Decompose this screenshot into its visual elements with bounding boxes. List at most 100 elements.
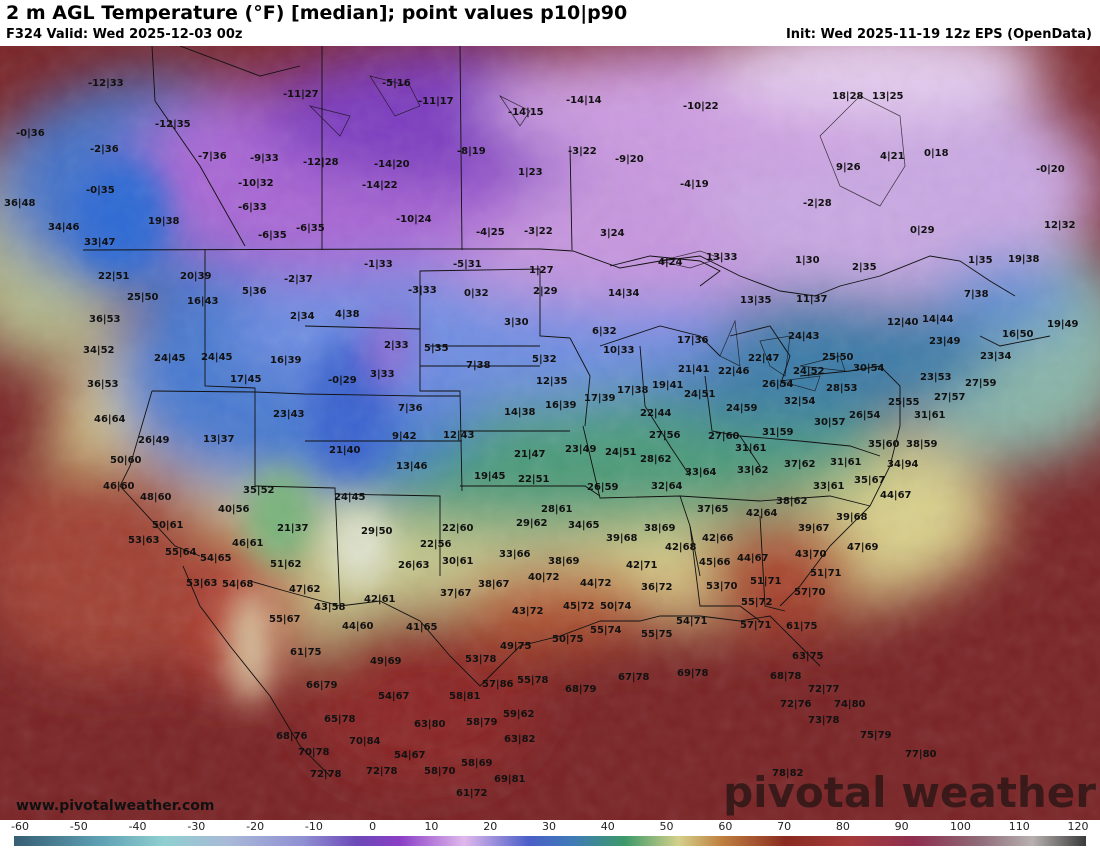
- point-value: 16|39: [545, 400, 577, 411]
- point-value: -3|22: [524, 226, 553, 237]
- point-value: 17|38: [617, 385, 649, 396]
- legend-tick-label: -60: [11, 820, 29, 833]
- point-value: 22|47: [748, 353, 780, 364]
- point-value: 44|67: [737, 553, 769, 564]
- point-value: -5|31: [453, 259, 482, 270]
- point-value: 23|53: [920, 372, 952, 383]
- point-value: 25|55: [888, 397, 920, 408]
- point-value: -10|22: [683, 101, 719, 112]
- point-value: 47|62: [289, 584, 321, 595]
- color-scale-legend: -60 -50 -40 -30 -20 -10 0 10 20 30 40 50 60 70 80 90 100…: [0, 820, 1100, 850]
- point-value: 55|72: [741, 597, 773, 608]
- point-value: 51|62: [270, 559, 302, 570]
- point-value: 78|82: [772, 768, 804, 779]
- point-value: 24|45: [201, 352, 233, 363]
- point-value: 68|79: [565, 684, 597, 695]
- point-value: -12|28: [303, 157, 339, 168]
- point-value: 38|69: [548, 556, 580, 567]
- point-value: 50|61: [152, 520, 184, 531]
- point-value: 27|56: [649, 430, 681, 441]
- point-value: 42|68: [665, 542, 697, 553]
- point-value: 2|34: [290, 311, 315, 322]
- point-value: -0|35: [86, 185, 115, 196]
- legend-tick-label: 120: [1067, 820, 1089, 833]
- point-value: 74|80: [834, 699, 866, 710]
- point-value: 17|39: [584, 393, 616, 404]
- point-value: 38|69: [644, 523, 676, 534]
- point-value: 37|67: [440, 588, 472, 599]
- point-value: 13|25: [872, 91, 904, 102]
- point-value: 21|37: [277, 523, 309, 534]
- point-value: 53|78: [465, 654, 497, 665]
- point-value: 26|54: [849, 410, 881, 421]
- point-value: 54|65: [200, 553, 232, 564]
- point-value: 29|50: [361, 526, 393, 537]
- point-value: -11|17: [418, 96, 454, 107]
- point-value: 46|60: [103, 481, 135, 492]
- legend-ticks: -60 -50 -40 -30 -20 -10 0 10 20 30 40 50 60 70 80 90 100…: [0, 820, 1100, 834]
- legend-tick-label: 100: [949, 820, 971, 833]
- point-value: 6|32: [592, 326, 617, 337]
- point-value: 9|42: [392, 431, 417, 442]
- point-value: 4|38: [335, 309, 360, 320]
- point-value: 22|51: [518, 474, 550, 485]
- point-value: 48|60: [140, 492, 172, 503]
- point-value: -4|25: [476, 227, 505, 238]
- point-value: 36|53: [89, 314, 121, 325]
- point-value: 1|30: [795, 255, 820, 266]
- point-value: -10|24: [396, 214, 432, 225]
- point-value: 0|32: [464, 288, 489, 299]
- point-value: 61|75: [786, 621, 818, 632]
- legend-tick-label: -40: [128, 820, 147, 833]
- point-value: 16|39: [270, 355, 302, 366]
- point-value: 35|60: [868, 439, 900, 450]
- point-value: 36|72: [641, 582, 673, 593]
- point-value: 57|71: [740, 620, 772, 631]
- point-value: 27|59: [965, 378, 997, 389]
- point-value: 22|44: [640, 408, 672, 419]
- website-url[interactable]: www.pivotalweather.com: [16, 798, 215, 814]
- point-value: 50|74: [600, 601, 632, 612]
- point-value: -3|33: [408, 285, 437, 296]
- point-value: 26|49: [138, 435, 170, 446]
- point-value: 67|78: [618, 672, 650, 683]
- point-value: -4|19: [680, 179, 709, 190]
- point-value: 22|51: [98, 271, 130, 282]
- point-value: 2|29: [533, 286, 558, 297]
- point-value: 36|53: [87, 379, 119, 390]
- point-value: 3|33: [370, 369, 395, 380]
- point-value: 21|41: [678, 364, 710, 375]
- legend-tick-label: -10: [304, 820, 323, 833]
- point-value: 69|81: [494, 774, 526, 785]
- point-value: 4|21: [880, 151, 905, 162]
- point-value: 38|59: [906, 439, 938, 450]
- point-value: 1|27: [529, 265, 554, 276]
- point-value: 16|50: [1002, 329, 1034, 340]
- point-value: 20|39: [180, 271, 212, 282]
- point-value: 28|62: [640, 454, 672, 465]
- point-value: 39|67: [798, 523, 830, 534]
- point-value: 42|66: [702, 533, 734, 544]
- legend-tick-label: -20: [246, 820, 265, 833]
- point-value: 23|49: [929, 336, 961, 347]
- lakes-and-coast: [308, 75, 906, 392]
- point-value: -1|33: [364, 259, 393, 270]
- point-value: -12|35: [155, 119, 191, 130]
- legend-tick-label: 40: [600, 820, 615, 833]
- point-value: -8|19: [457, 146, 486, 157]
- point-value: -0|36: [16, 128, 45, 139]
- valid-time: F324 Valid: Wed 2025-12-03 00z: [6, 27, 243, 42]
- point-value: 34|46: [48, 222, 80, 233]
- point-value: 23|43: [273, 409, 305, 420]
- point-value: 44|60: [342, 621, 374, 632]
- point-value: 28|61: [541, 504, 573, 515]
- point-value: 42|61: [364, 594, 396, 605]
- point-value: 4|24: [658, 257, 683, 268]
- point-value: 72|76: [780, 699, 812, 710]
- point-value: 72|78: [366, 766, 398, 777]
- point-value: 55|64: [165, 547, 197, 558]
- point-value: 3|24: [600, 228, 625, 239]
- point-value: 34|65: [568, 520, 600, 531]
- point-value: 17|45: [230, 374, 262, 385]
- point-value: 5|36: [242, 286, 267, 297]
